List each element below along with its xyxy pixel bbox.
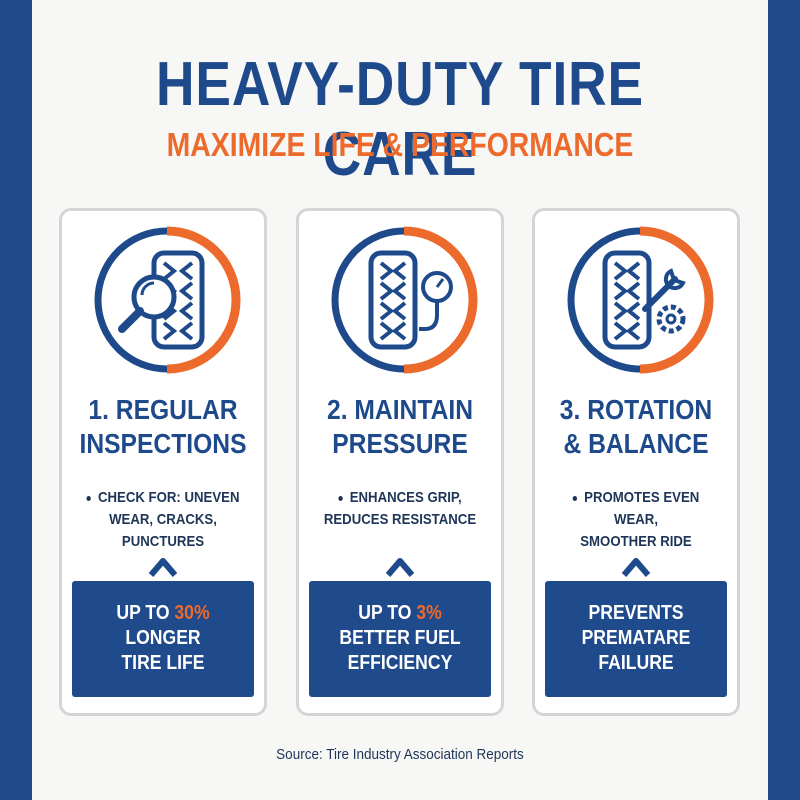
tire-magnifier-icon <box>94 226 241 374</box>
bullet-dot-icon <box>86 495 91 501</box>
card-title: 1. REGULAR INSPECTIONS <box>79 394 247 459</box>
chevron-up-icon <box>621 558 651 577</box>
tire-pressure-gauge-icon <box>331 226 478 374</box>
stat-box: PREVENTS PREMATARE FAILURE <box>545 581 727 697</box>
tire-wrench-gear-icon <box>567 226 714 374</box>
bullet-dot-icon <box>338 495 343 501</box>
page-title: HEAVY-DUTY TIRE CARE <box>156 50 644 189</box>
stat-box: UP TO 3% BETTER FUEL EFFICIENCY <box>309 581 491 697</box>
card-title: 3. ROTATION & BALANCE <box>559 394 713 459</box>
card-regular-inspections: 1. REGULAR INSPECTIONS CHECK FOR: UNEVEN… <box>59 208 267 716</box>
card-bullet: PROMOTES EVEN WEAR, SMOOTHER RIDE <box>552 487 719 553</box>
chevron-up-icon <box>385 558 415 577</box>
card-bullet: ENHANCES GRIP, REDUCES RESISTANCE <box>323 489 477 528</box>
card-title: 2. MAINTAIN PRESSURE <box>326 394 473 459</box>
bullet-dot-icon <box>572 495 578 501</box>
card-rotation-balance: 3. ROTATION & BALANCE PROMOTES EVEN WEAR… <box>532 208 740 716</box>
infographic-page: HEAVY-DUTY TIRE CARE MAXIMIZE LIFE & PER… <box>32 0 768 800</box>
card-bullet: CHECK FOR: UNEVEN WEAR, CRACKS, PUNCTURE… <box>79 487 246 553</box>
page-subtitle: MAXIMIZE LIFE & PERFORMANCE <box>166 126 634 163</box>
chevron-up-icon <box>148 558 178 577</box>
stat-box: UP TO 30% LONGER TIRE LIFE <box>72 581 254 697</box>
card-maintain-pressure: 2. MAINTAIN PRESSURE ENHANCES GRIP, REDU… <box>296 208 504 716</box>
source-citation: Source: Tire Industry Association Report… <box>276 746 524 763</box>
